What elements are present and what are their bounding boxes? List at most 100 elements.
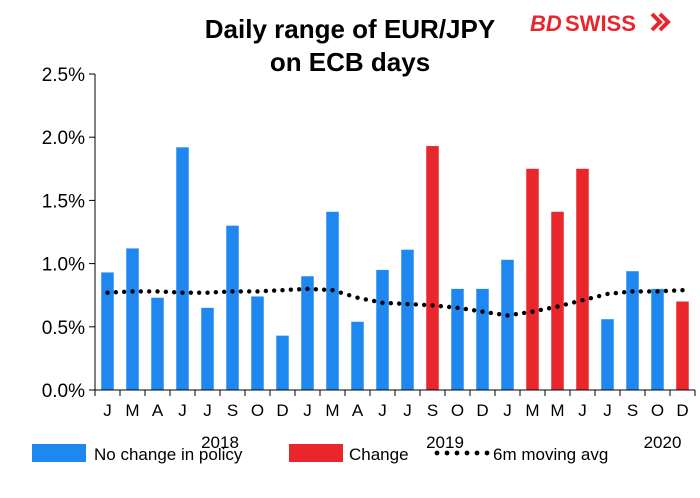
moving-avg-dot: [246, 289, 252, 294]
legend-swatch-moving-avg: [434, 450, 490, 456]
legend-label-moving-avg: 6m moving avg: [493, 445, 608, 464]
moving-avg-dot: [430, 303, 435, 308]
moving-avg-dot: [488, 310, 494, 316]
legend-dot: [434, 450, 440, 456]
moving-avg-dot: [421, 302, 427, 308]
moving-avg-dot: [205, 290, 210, 295]
bar-no-change: [476, 288, 489, 390]
moving-avg-dot: [105, 290, 110, 295]
moving-avg-dot: [138, 289, 144, 294]
moving-avg-dot: [113, 290, 119, 295]
moving-avg-dot: [238, 289, 244, 294]
moving-avg-dot: [555, 304, 560, 309]
moving-avg-dot: [388, 301, 394, 306]
bar-no-change: [151, 297, 164, 390]
moving-avg-dot: [613, 290, 619, 296]
moving-avg-dot: [563, 302, 569, 307]
x-tick-label: J: [203, 401, 212, 420]
x-tick-label: M: [550, 401, 564, 420]
bar-no-change: [126, 248, 139, 390]
chart-title-line1: Daily range of EUR/JPY: [205, 14, 495, 44]
bar-no-change: [651, 288, 664, 390]
x-tick-label: J: [378, 401, 387, 420]
x-tick-label: D: [676, 401, 688, 420]
bar-no-change: [401, 249, 414, 390]
bar-no-change: [376, 269, 389, 390]
moving-avg-dot: [180, 290, 185, 295]
moving-avg-dot: [538, 307, 544, 313]
x-tick-label: O: [651, 401, 664, 420]
bar-no-change: [326, 211, 339, 390]
x-tick-label: S: [427, 401, 438, 420]
moving-avg-dot: [588, 295, 594, 301]
brand-logo: BD SWISS: [530, 11, 671, 36]
bar-no-change: [251, 296, 264, 390]
moving-avg-dot: [505, 313, 510, 318]
moving-avg-dot: [663, 288, 669, 294]
bars-group: [101, 146, 689, 390]
moving-avg-dot: [155, 289, 160, 294]
chart-title-line2: on ECB days: [270, 47, 430, 77]
x-tick-label: A: [152, 401, 164, 420]
x-tick-label: O: [451, 401, 464, 420]
year-labels: 2018 2019 2020: [201, 433, 681, 452]
legend-dot: [464, 450, 470, 456]
moving-avg-dot: [680, 287, 685, 293]
moving-avg-dot: [480, 309, 485, 314]
bar-no-change: [301, 276, 314, 390]
x-tick-label: M: [525, 401, 539, 420]
y-tick-label: 0.5%: [42, 318, 85, 339]
bar-no-change: [351, 321, 364, 390]
moving-avg-dot: [263, 288, 269, 294]
moving-avg-dot: [580, 298, 585, 303]
legend-dot: [474, 450, 480, 456]
moving-avg-dot: [571, 300, 577, 305]
moving-avg-dot: [463, 306, 469, 312]
y-tick-label: 2.0%: [42, 128, 85, 149]
bar-no-change: [201, 307, 214, 390]
brand-chevron-icon: [650, 12, 663, 32]
bar-no-change: [601, 319, 614, 390]
moving-avg-dot: [496, 311, 502, 317]
brand-chevron-icon: [658, 12, 671, 32]
moving-avg-dot: [171, 290, 177, 295]
moving-avg-dot: [530, 309, 535, 314]
moving-avg-dot: [546, 306, 552, 311]
moving-avg-dot: [296, 287, 302, 292]
moving-avg-dot: [596, 293, 602, 299]
x-tick-label: A: [352, 401, 364, 420]
moving-avg-dot: [513, 311, 519, 317]
moving-avg-dot: [355, 295, 360, 300]
moving-avg-dot: [163, 289, 169, 295]
x-tick-label: J: [578, 401, 587, 420]
moving-avg-dot: [338, 290, 344, 295]
y-tick-label: 2.5%: [42, 65, 85, 86]
moving-avg-dot: [605, 291, 610, 297]
bar-no-change: [176, 147, 189, 390]
moving-avg-dot: [455, 305, 460, 311]
moving-avg-dot: [313, 287, 319, 292]
moving-avg-dot: [213, 290, 219, 295]
moving-avg-dot: [646, 289, 652, 294]
moving-avg-dot: [471, 308, 477, 313]
legend: No change in policy Change 6m moving avg: [32, 444, 608, 464]
moving-avg-dot: [255, 289, 260, 294]
moving-avg-dot: [630, 289, 635, 294]
bar-change: [426, 146, 439, 390]
moving-avg-dot: [380, 300, 385, 305]
x-tick-label: M: [325, 401, 339, 420]
moving-avg-dot: [521, 310, 527, 316]
x-tick-label: S: [627, 401, 638, 420]
moving-avg-dot: [671, 288, 677, 293]
moving-avg-dot: [330, 287, 335, 293]
x-tick-label: J: [303, 401, 312, 420]
year-label: 2018: [201, 433, 239, 452]
moving-avg-dot: [146, 289, 152, 294]
moving-avg-dot: [346, 293, 352, 298]
x-tick-label: S: [227, 401, 238, 420]
legend-dot: [444, 450, 450, 456]
bar-no-change: [501, 259, 514, 390]
brand-logo-part2: SWISS: [565, 11, 636, 36]
